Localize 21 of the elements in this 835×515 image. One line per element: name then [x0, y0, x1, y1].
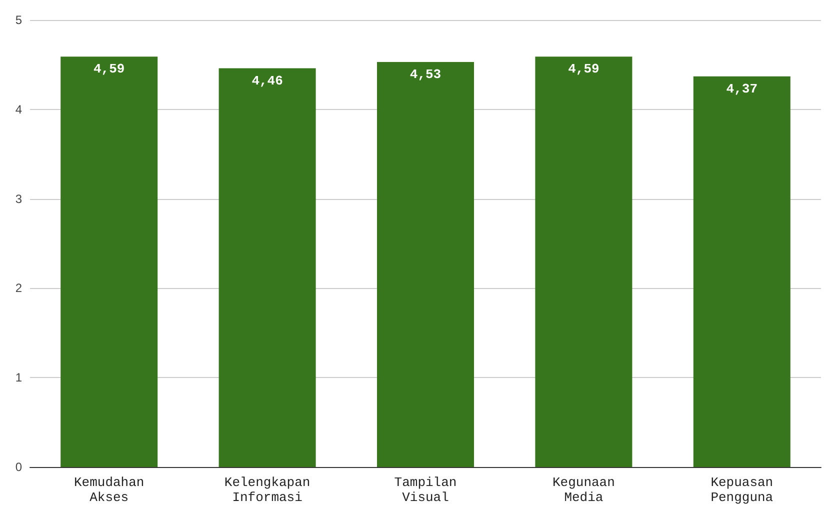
x-tick-label: Tampilan Visual	[394, 475, 457, 505]
bar	[535, 56, 632, 467]
bar	[693, 76, 790, 467]
x-tick-label: Kemudahan Akses	[74, 475, 144, 505]
y-tick-label: 0	[15, 460, 22, 474]
y-tick-label: 2	[15, 281, 22, 296]
x-tick-label: Kelengkapan Informasi	[224, 475, 310, 505]
x-tick-label: Kegunaan Media	[552, 475, 615, 505]
y-tick-label: 1	[15, 370, 22, 385]
y-tick-label: 5	[15, 13, 22, 27]
data-label: 4,53	[410, 67, 442, 82]
data-label: 4,46	[252, 73, 284, 88]
bar	[218, 68, 316, 467]
bar	[60, 56, 158, 467]
data-label: 4,59	[568, 62, 600, 77]
data-label: 4,59	[93, 62, 125, 77]
data-label: 4,37	[726, 81, 758, 96]
x-tick-label: Kepuasan Pengguna	[710, 475, 774, 505]
y-tick-label: 3	[15, 192, 22, 206]
bar	[377, 62, 474, 467]
y-tick-label: 4	[15, 102, 22, 116]
